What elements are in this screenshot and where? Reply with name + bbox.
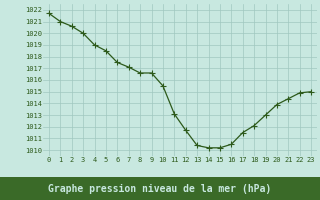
Text: Graphe pression niveau de la mer (hPa): Graphe pression niveau de la mer (hPa) xyxy=(48,183,272,194)
